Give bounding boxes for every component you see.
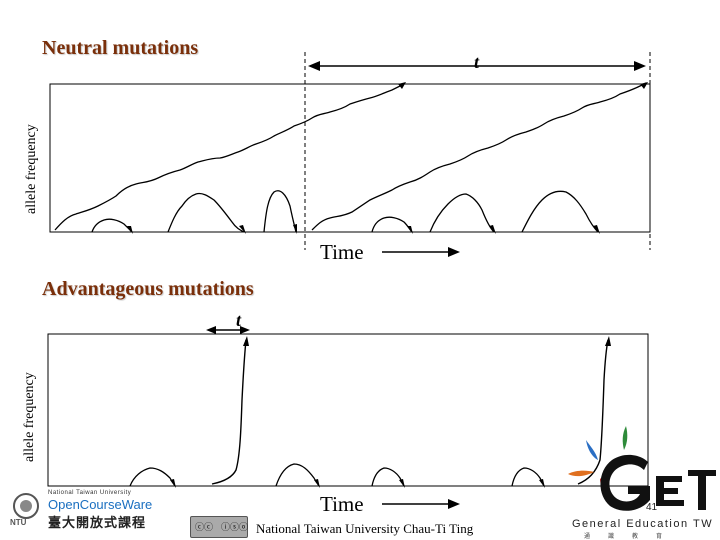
page-number: 41 bbox=[646, 502, 658, 513]
by-nc-sa-icon: ⓘⓢⓞ bbox=[221, 523, 249, 533]
advantageous-t-label: t bbox=[236, 310, 242, 330]
get-logo-text: General Education TW bbox=[572, 518, 714, 530]
advantageous-title: Advantageous mutations bbox=[42, 278, 254, 300]
advantageous-sweep-2-arrowhead bbox=[605, 336, 611, 346]
advantageous-bump-2 bbox=[275, 463, 320, 487]
advantageous-t-arrowhead-right bbox=[240, 326, 250, 334]
get-logo-leaf-green-icon bbox=[622, 426, 628, 450]
neutral-bump-5 bbox=[429, 193, 495, 233]
neutral-bump-4-arrowhead bbox=[407, 226, 413, 234]
ntu-ocw-logo-icon bbox=[13, 493, 39, 519]
neutral-bump-1-arrowhead bbox=[127, 226, 133, 234]
advantageous-bump-1-arrowhead bbox=[170, 479, 176, 488]
neutral-bump-2 bbox=[167, 192, 245, 233]
get-logo-g-icon bbox=[600, 454, 650, 511]
ocw-chinese-text: 臺大開放式課程 bbox=[48, 516, 147, 531]
neutral-bump-3-arrowhead bbox=[293, 224, 297, 234]
get-logo-leaf-orange-icon bbox=[568, 470, 594, 477]
advantageous-bump-2-arrowhead bbox=[314, 479, 320, 488]
neutral-time-arrowhead bbox=[448, 247, 460, 257]
neutral-t-arrowhead-right bbox=[634, 61, 646, 71]
neutral-bump-2-arrowhead bbox=[239, 225, 246, 234]
advantageous-plot-frame bbox=[47, 333, 649, 487]
advantageous-bump-1 bbox=[129, 467, 176, 487]
neutral-ylabel: allele frequency bbox=[24, 124, 39, 214]
get-logo-e-icon bbox=[656, 476, 684, 506]
advantageous-bump-4-arrowhead bbox=[539, 479, 545, 488]
advantageous-t-arrowhead-left bbox=[206, 326, 216, 334]
advantageous-sweep-1-arrowhead bbox=[243, 336, 249, 346]
advantageous-time-arrowhead bbox=[448, 499, 460, 509]
neutral-bump-5-arrowhead bbox=[489, 225, 496, 234]
neutral-trajectory-2-arrowhead bbox=[640, 82, 648, 89]
advantageous-ylabel: allele frequency bbox=[22, 372, 37, 462]
get-logo-leaf-blue-icon bbox=[586, 440, 598, 460]
advantageous-time-label: Time bbox=[320, 492, 364, 516]
neutral-bump-6-arrowhead bbox=[593, 225, 600, 234]
get-logo-chinese-text: 通識教育 bbox=[584, 533, 681, 540]
advantageous-bump-3 bbox=[371, 467, 405, 487]
cc-license-badge: ⓒⓒ ⓘⓢⓞ bbox=[190, 516, 248, 538]
advantageous-sweep-1 bbox=[211, 339, 247, 485]
neutral-trajectory-fixation-2 bbox=[311, 82, 647, 231]
get-logo-t-icon bbox=[688, 470, 716, 510]
ntu-ocw-logo-inner-icon bbox=[20, 500, 32, 512]
neutral-bump-4 bbox=[371, 216, 413, 233]
ntu-abbrev-text: NTU bbox=[10, 518, 27, 527]
neutral-bump-3 bbox=[263, 190, 297, 233]
neutral-trajectory-fixation-1 bbox=[54, 83, 405, 231]
cc-icon: ⓒⓒ bbox=[195, 523, 214, 533]
neutral-bump-1 bbox=[91, 218, 133, 233]
neutral-plot-frame bbox=[49, 83, 651, 233]
neutral-title: Neutral mutations bbox=[42, 37, 199, 59]
neutral-time-label: Time bbox=[320, 240, 364, 264]
advantageous-bump-4 bbox=[511, 467, 545, 487]
neutral-bump-6 bbox=[521, 190, 599, 233]
ocw-university-text: National Taiwan University bbox=[48, 490, 132, 496]
advantageous-sweep-2 bbox=[577, 339, 609, 485]
ntu-ocw-logo: National Taiwan University OpenCourseWar… bbox=[8, 490, 168, 534]
neutral-t-arrowhead-left bbox=[308, 61, 320, 71]
neutral-t-label: t bbox=[474, 52, 480, 72]
advantageous-bump-3-arrowhead bbox=[399, 479, 405, 488]
ocw-main-text: OpenCourseWare bbox=[48, 497, 153, 512]
footer-credit: National Taiwan University Chau-Ti Ting bbox=[256, 521, 474, 536]
neutral-trajectory-1-arrowhead bbox=[398, 82, 406, 89]
